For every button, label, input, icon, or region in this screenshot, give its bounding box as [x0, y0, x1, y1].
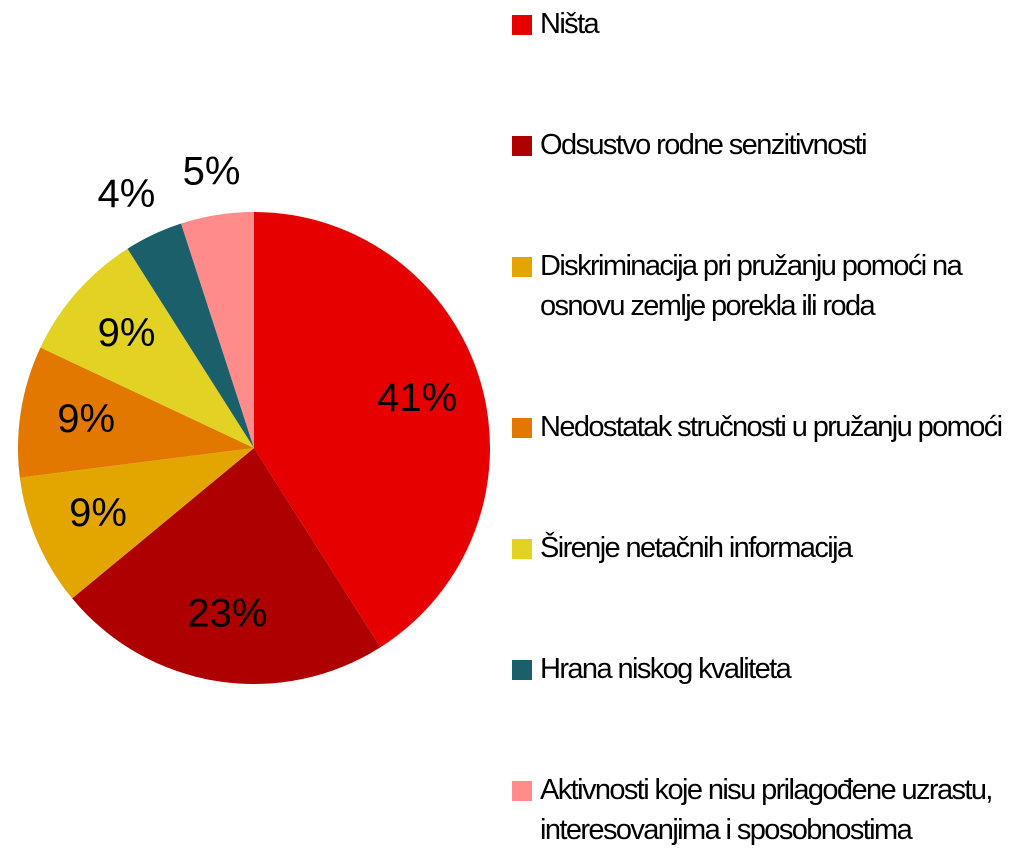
legend-swatch — [512, 15, 532, 35]
legend-item: Aktivnosti koje nisu prilagođene uzrastu… — [512, 770, 1027, 850]
legend-label: Diskriminacija pri pružanju pomoći na os… — [540, 250, 963, 322]
data-label: 5% — [183, 150, 241, 194]
legend-label: Aktivnosti koje nisu prilagođene uzrastu… — [540, 774, 993, 846]
legend-swatch — [512, 257, 532, 277]
pie-slice — [181, 212, 254, 448]
legend-item: Odsustvo rodne senzitivnosti — [512, 125, 1027, 165]
legend-swatch — [512, 136, 532, 156]
data-label: 23% — [187, 591, 267, 635]
legend-item: Diskriminacija pri pružanju pomoći na os… — [512, 246, 1027, 326]
legend-label: Ništa — [540, 8, 600, 40]
pie-slice — [72, 448, 381, 684]
legend-swatch — [512, 539, 532, 559]
legend-label: Nedostatak stručnosti u pružanju pomoći — [540, 411, 1003, 443]
data-label: 9% — [69, 491, 127, 535]
legend: Ništa Odsustvo rodne senzitivnosti Diskrim… — [512, 4, 1027, 850]
legend-swatch — [512, 418, 532, 438]
legend-label: Širenje netačnih informacija — [540, 532, 853, 564]
legend-item: Širenje netačnih informacija — [512, 528, 1027, 568]
pie-slice — [19, 448, 254, 599]
legend-item: Ništa — [512, 4, 1027, 44]
legend-item: Nedostatak stručnosti u pružanju pomoći — [512, 407, 1027, 447]
data-label: 4% — [98, 172, 156, 216]
pie-slice — [127, 223, 254, 448]
pie-slice — [18, 347, 255, 478]
legend-label: Odsustvo rodne senzitivnosti — [540, 129, 868, 161]
legend-label: Hrana niskog kvaliteta — [540, 653, 792, 685]
legend-swatch — [512, 781, 532, 801]
data-label: 41% — [377, 376, 457, 420]
data-label: 9% — [98, 311, 156, 355]
data-label: 9% — [57, 397, 115, 441]
pie-slice — [254, 212, 491, 648]
legend-swatch — [512, 660, 532, 680]
legend-item: Hrana niskog kvaliteta — [512, 649, 1027, 689]
pie-slice — [40, 248, 254, 448]
